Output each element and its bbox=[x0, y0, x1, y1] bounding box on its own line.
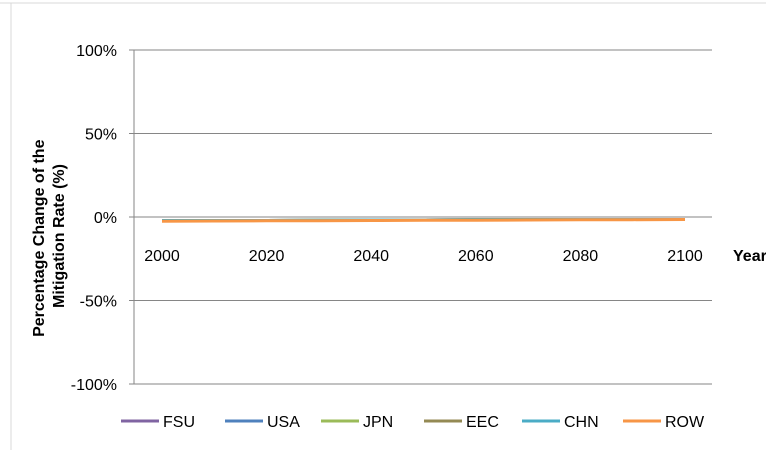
legend-label-jpn: JPN bbox=[363, 414, 393, 431]
series-lines bbox=[161, 218, 686, 223]
legend-label-fsu: FSU bbox=[163, 414, 195, 431]
y-tick-labels: -100% -50% 0% 50% 100% bbox=[71, 43, 117, 394]
legend-label-usa: USA bbox=[267, 414, 300, 431]
y-tick-label: 50% bbox=[85, 127, 117, 144]
legend-label-row: ROW bbox=[665, 414, 705, 431]
x-tick-label: 2040 bbox=[353, 248, 389, 265]
series-line-row bbox=[161, 218, 686, 223]
y-tick-label: 0% bbox=[94, 210, 117, 227]
x-tick-label: 2060 bbox=[458, 248, 494, 265]
grid-lines bbox=[134, 49, 712, 385]
x-tick-labels: 2000 2020 2040 2060 2080 2100 bbox=[144, 248, 703, 265]
y-axis-label: Percentage Change of the Mitigation Rate… bbox=[31, 135, 68, 337]
x-tick-label: 2000 bbox=[144, 248, 180, 265]
y-tick-label: -50% bbox=[80, 294, 117, 311]
x-tick-label: 2100 bbox=[667, 248, 703, 265]
x-tick-label: 2080 bbox=[563, 248, 599, 265]
legend-label-eec: EEC bbox=[466, 414, 499, 431]
y-axis-label-line-2: Mitigation Rate (%) bbox=[51, 164, 68, 308]
y-tick-label: -100% bbox=[71, 377, 117, 394]
legend: FSU USA JPN EEC CHN ROW bbox=[121, 414, 705, 431]
x-axis-label: Year bbox=[733, 248, 766, 265]
x-tick-label: 2020 bbox=[249, 248, 285, 265]
y-tick-label: 100% bbox=[76, 43, 117, 60]
y-axis-label-line-1: Percentage Change of the bbox=[31, 139, 48, 336]
legend-label-chn: CHN bbox=[564, 414, 599, 431]
